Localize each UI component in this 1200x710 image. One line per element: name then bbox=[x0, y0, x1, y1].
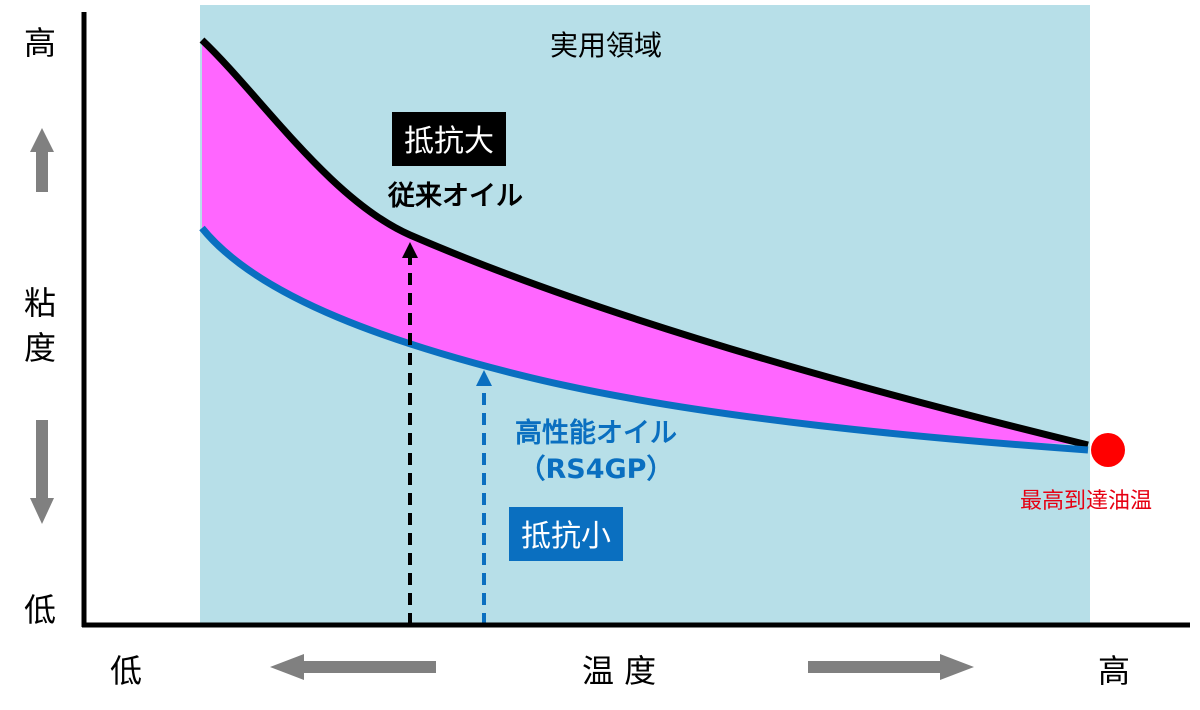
x-axis-low-label: 低 bbox=[110, 652, 143, 690]
conventional-oil-curve bbox=[199, 37, 1089, 449]
x-axis-title: 温 度 bbox=[582, 652, 657, 690]
performance-arrowhead bbox=[476, 370, 492, 386]
low-resistance-badge: 抵抗小 bbox=[509, 507, 623, 561]
x-axis-high-label: 高 bbox=[1098, 652, 1131, 690]
x-right-arrow bbox=[808, 654, 974, 680]
high-resistance-badge: 抵抗大 bbox=[392, 112, 506, 166]
practical-range-title: 実用領域 bbox=[550, 29, 663, 62]
performance-oil-product: （RS4GP） bbox=[518, 454, 674, 485]
performance-oil-label: 高性能オイル （RS4GP） bbox=[498, 416, 694, 488]
conventional-oil-label: 従来オイル bbox=[388, 181, 523, 212]
y-down-arrow bbox=[30, 420, 54, 524]
y-axis-high-label: 高 bbox=[24, 24, 57, 62]
y-axis-low-label: 低 bbox=[24, 591, 57, 629]
performance-oil-name: 高性能オイル bbox=[515, 418, 677, 449]
x-left-arrow bbox=[270, 654, 436, 680]
conventional-arrowhead bbox=[402, 242, 418, 258]
y-axis-title-1: 粘 bbox=[24, 284, 57, 322]
y-up-arrow bbox=[30, 128, 54, 192]
max-oil-temp-point bbox=[1091, 433, 1125, 467]
max-oil-temp-label: 最高到達油温 bbox=[1020, 489, 1153, 514]
viscosity-gap-fill bbox=[202, 40, 1088, 445]
performance-oil-curve bbox=[199, 225, 1089, 454]
y-axis-title-2: 度 bbox=[24, 329, 57, 367]
